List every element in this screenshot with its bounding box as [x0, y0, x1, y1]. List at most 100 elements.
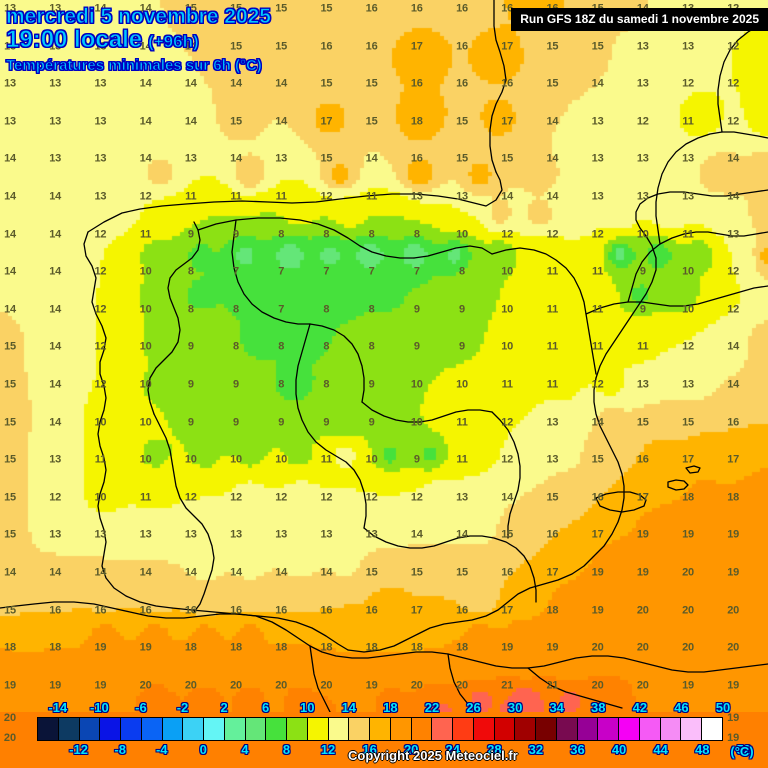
- grid-temperature-value: 14: [4, 190, 16, 203]
- grid-temperature-value: 10: [139, 416, 152, 429]
- grid-temperature-value: 16: [365, 2, 378, 15]
- grid-temperature-value: 13: [365, 528, 378, 541]
- grid-temperature-value: 14: [49, 378, 62, 391]
- grid-temperature-value: 13: [682, 40, 694, 53]
- grid-temperature-value: 19: [546, 641, 559, 654]
- grid-temperature-value: 14: [4, 566, 16, 579]
- grid-temperature-value: 17: [501, 115, 514, 128]
- grid-temperature-value: 16: [94, 604, 107, 617]
- grid-temperature-value: 19: [682, 679, 694, 692]
- colorbar-label-top: 34: [549, 700, 564, 715]
- grid-temperature-value: 17: [501, 604, 514, 617]
- grid-temperature-value: 13: [49, 40, 62, 53]
- grid-temperature-value: 13: [94, 115, 107, 128]
- grid-temperature-value: 9: [187, 340, 194, 353]
- grid-temperature-value: 11: [682, 115, 694, 128]
- colorbar-cell: [307, 718, 329, 740]
- map-title-block: mercredi 5 novembre 2025 19:00 locale (+…: [6, 5, 272, 73]
- colorbar-legend[interactable]: -14 -10 -6 -2 2 6 10 14 18 22 26 30 34 38 42 46 50 -12 -8-…: [0, 700, 768, 768]
- colorbar-label-bottom: 12: [320, 742, 336, 757]
- colorbar-label-bottom: 52: [736, 742, 752, 757]
- grid-temperature-value: 17: [682, 453, 694, 466]
- grid-temperature-value: 13: [636, 190, 649, 203]
- colorbar-cell: [245, 718, 267, 740]
- grid-temperature-value: 20: [275, 679, 288, 692]
- temperature-contour-layer: [0, 0, 768, 712]
- colorbar-cell: [639, 718, 661, 740]
- grid-temperature-value: 12: [501, 416, 514, 429]
- grid-temperature-value: 18: [4, 641, 16, 654]
- grid-temperature-value: 12: [682, 77, 694, 90]
- colorbar-cell: [536, 718, 557, 740]
- grid-temperature-value: 13: [275, 528, 288, 541]
- grid-temperature-value: 14: [501, 491, 514, 504]
- grid-temperature-value: 15: [4, 528, 16, 541]
- colorbar-cell: [266, 718, 287, 740]
- grid-temperature-value: 12: [410, 491, 423, 504]
- grid-temperature-value: 10: [501, 303, 514, 316]
- grid-temperature-value: 9: [187, 416, 194, 429]
- copyright-notice: Copyright 2025 Meteociel.fr: [348, 748, 518, 763]
- grid-temperature-value: 13: [184, 528, 197, 541]
- grid-temperature-value: 18: [49, 641, 62, 654]
- grid-temperature-value: 20: [591, 641, 604, 654]
- colorbar-label-top: 10: [300, 700, 315, 715]
- grid-temperature-value: 7: [278, 303, 285, 316]
- colorbar-cell: [411, 718, 433, 740]
- colorbar-cell: [162, 718, 184, 740]
- grid-temperature-value: 18: [365, 641, 378, 654]
- colorbar-label-top: 26: [466, 700, 481, 715]
- grid-temperature-value: 11: [365, 190, 378, 203]
- grid-temperature-value: 15: [4, 453, 16, 466]
- grid-temperature-value: 9: [639, 303, 646, 316]
- colorbar-label-top: -2: [176, 700, 189, 715]
- grid-temperature-value: 12: [94, 265, 107, 278]
- grid-temperature-value: 9: [413, 453, 420, 466]
- colorbar-cell: [58, 718, 80, 740]
- grid-temperature-value: 20: [456, 679, 468, 692]
- colorbar-label-bottom: -12: [69, 742, 88, 757]
- grid-temperature-value: 15: [546, 77, 559, 90]
- grid-temperature-value: 15: [682, 416, 694, 429]
- colorbar-label-bottom: 24: [445, 742, 460, 757]
- map-area[interactable]: 13 13 14 14 15 15 15 15 16 16 16 16 16 15 14 13 12 13 13 13…: [0, 0, 768, 712]
- grid-temperature-value: 12: [230, 491, 242, 504]
- grid-temperature-value: 14: [49, 340, 62, 353]
- grid-temperature-value: 14: [727, 378, 740, 391]
- grid-temperature-value: 14: [591, 77, 604, 90]
- grid-temperature-value: 13: [94, 190, 107, 203]
- grid-temperature-value: 15: [230, 2, 242, 15]
- colorbar-cell: [577, 718, 599, 740]
- grid-temperature-value: 8: [187, 265, 194, 278]
- grid-temperature-value: 15: [320, 2, 333, 15]
- colorbar-label-top: 30: [507, 700, 523, 715]
- grid-temperature-value: 18: [410, 115, 423, 128]
- grid-temperature-value: 19: [49, 679, 62, 692]
- grid-temperature-value: 10: [94, 416, 107, 429]
- grid-temperature-value: 17: [410, 40, 423, 53]
- coastline-layer: [0, 0, 768, 712]
- grid-temperature-value: 11: [501, 378, 513, 391]
- colorbar-label-bottom: 4: [241, 742, 249, 757]
- grid-temperature-value: 18: [275, 641, 288, 654]
- grid-temperature-value: 15: [546, 491, 559, 504]
- grid-temperature-value: 11: [591, 265, 604, 278]
- title-lead-time: (+96h): [148, 32, 199, 52]
- grid-temperature-value: 15: [365, 77, 378, 90]
- grid-temperature-value: 9: [323, 416, 330, 429]
- grid-temperature-value: 20: [682, 641, 694, 654]
- grid-temperature-value: 15: [501, 152, 514, 165]
- grid-temperature-value: 14: [230, 77, 242, 90]
- grid-temperature-value: 11: [320, 453, 333, 466]
- grid-temperature-value: 20: [3, 732, 17, 744]
- grid-temperature-value: 10: [501, 265, 514, 278]
- colorbar-label-top: 38: [591, 700, 606, 715]
- grid-temperature-value: 19: [727, 679, 740, 692]
- grid-temperature-value: 16: [501, 77, 514, 90]
- model-run-banner: Run GFS 18Z du samedi 1 novembre 2025: [511, 8, 768, 31]
- grid-temperature-value: 14: [275, 566, 288, 579]
- grid-temperature-value: 12: [501, 228, 514, 241]
- grid-temperature-value: 7: [278, 265, 285, 278]
- grid-temperature-value: 13: [94, 152, 107, 165]
- grid-temperature-value: 13: [49, 152, 62, 165]
